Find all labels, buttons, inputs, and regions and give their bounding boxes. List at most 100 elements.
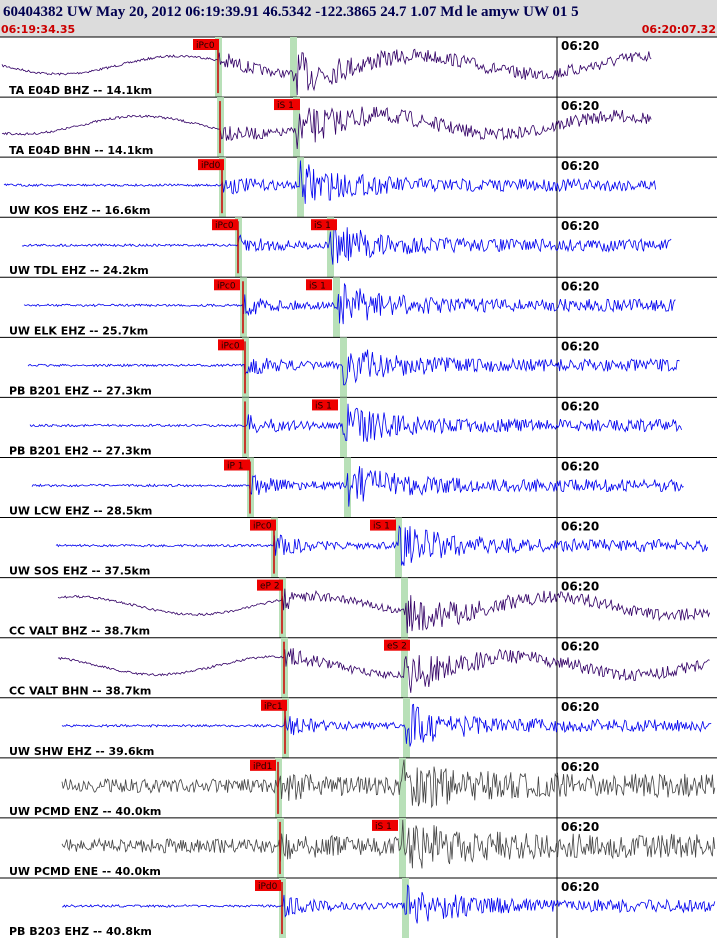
s-band [401,577,408,638]
s-band [402,877,409,938]
minute-label: 06:20 [561,880,599,894]
pick-label: iS 1 [373,522,390,532]
minute-label: 06:20 [561,279,599,293]
pick-box [212,219,238,231]
pick-label: iP 1 [227,461,244,471]
station-label: UW PCMD ENZ -- 40.0km [9,805,161,818]
waveform [21,223,672,265]
s-band [399,817,406,878]
pick-label: iPd0 [258,882,278,892]
minute-label: 06:20 [561,640,599,654]
pick-box [384,639,410,651]
pick-label: iPc0 [196,41,215,51]
s-band [293,97,300,158]
station-label: CC VALT BHZ -- 38.7km [9,625,150,638]
pick-box [261,699,287,711]
pick-label: iPc0 [215,221,234,231]
s-band [290,37,297,98]
station-label: UW KOS EHZ -- 16.6km [9,204,150,217]
s-band [297,157,304,218]
waveform [61,703,712,747]
station-label: CC VALT BHN -- 38.7km [9,685,151,698]
pick-label: iS 1 [375,822,392,832]
pick-box [198,159,224,171]
station-label: PB B201 EHZ -- 27.3km [9,384,152,397]
s-band [327,217,334,278]
waveform [61,759,716,809]
station-label: UW ELK EHZ -- 25.7km [9,324,148,337]
start-time: 06:19:34.35 [1,23,75,36]
waveform [23,282,676,325]
pick-label: iS 1 [277,101,294,111]
minute-label: 06:20 [561,520,599,534]
pick-box [250,519,276,531]
minute-label: 06:20 [561,459,599,473]
s-band [340,397,347,458]
pick-box [218,339,244,351]
station-label: TA E04D BHZ -- 14.1km [9,84,152,97]
minute-label: 06:20 [561,219,599,233]
station-label: PB B203 EHZ -- 40.8km [9,925,152,938]
minute-label: 06:20 [561,820,599,834]
pick-label: iPc1 [264,702,283,712]
pick-label: iPd1 [253,762,272,772]
waveform [61,819,716,869]
pick-label: iS 1 [314,221,331,231]
minute-label: 06:20 [561,339,599,353]
pick-label: iPc0 [253,522,272,532]
station-label: UW LCW EHZ -- 28.5km [9,504,152,517]
pick-label: eS 2 [387,642,407,652]
minute-label: 06:20 [561,760,599,774]
station-label: UW SOS EHZ -- 37.5km [9,565,150,578]
waveform [57,648,710,693]
minute-label: 06:20 [561,99,599,113]
header-bg [0,0,717,37]
pick-box [306,279,332,291]
pick-box [224,459,250,471]
waveform [27,349,680,386]
pick-box [274,99,300,111]
s-band [340,337,347,398]
station-label: UW PCMD ENE -- 40.0km [9,865,161,878]
minute-label: 06:20 [561,159,599,173]
pick-label: iPd0 [201,161,221,171]
s-band [399,757,406,818]
s-band [344,457,351,518]
pick-box [250,759,276,771]
title: 60404382 UW May 20, 2012 06:19:39.91 46.… [3,4,579,20]
minute-label: 06:20 [561,700,599,714]
station-label: TA E04D BHN -- 14.1km [9,144,153,157]
pick-label: iS 1 [315,401,332,411]
minute-label: 06:20 [561,580,599,594]
pick-label: eP 2 [260,582,280,592]
station-label: UW SHW EHZ -- 39.6km [9,745,154,758]
pick-label: iPc0 [217,281,236,291]
pick-label: iPc0 [221,341,240,351]
end-time: 06:20:07.32 [642,23,716,36]
waveform [3,160,656,204]
waveform [57,588,710,634]
pick-box [257,579,283,591]
pick-label: iS 1 [309,281,326,291]
s-band [403,697,410,758]
station-label: UW TDL EHZ -- 24.2km [9,264,149,277]
minute-label: 06:20 [561,399,599,413]
pick-box [193,39,219,50]
pick-box [255,879,281,891]
pick-box [312,399,338,411]
pick-box [370,519,396,531]
station-label: PB B201 EH2 -- 27.3km [9,444,152,457]
waveform [55,524,708,566]
s-band [395,517,402,578]
pick-box [311,219,337,231]
waveform [1,106,652,150]
waveform [29,403,682,442]
pick-box [214,279,240,291]
minute-label: 06:20 [561,39,599,53]
waveform [31,466,684,507]
waveform [1,48,652,96]
waveform [61,884,716,924]
pick-box [372,819,398,831]
